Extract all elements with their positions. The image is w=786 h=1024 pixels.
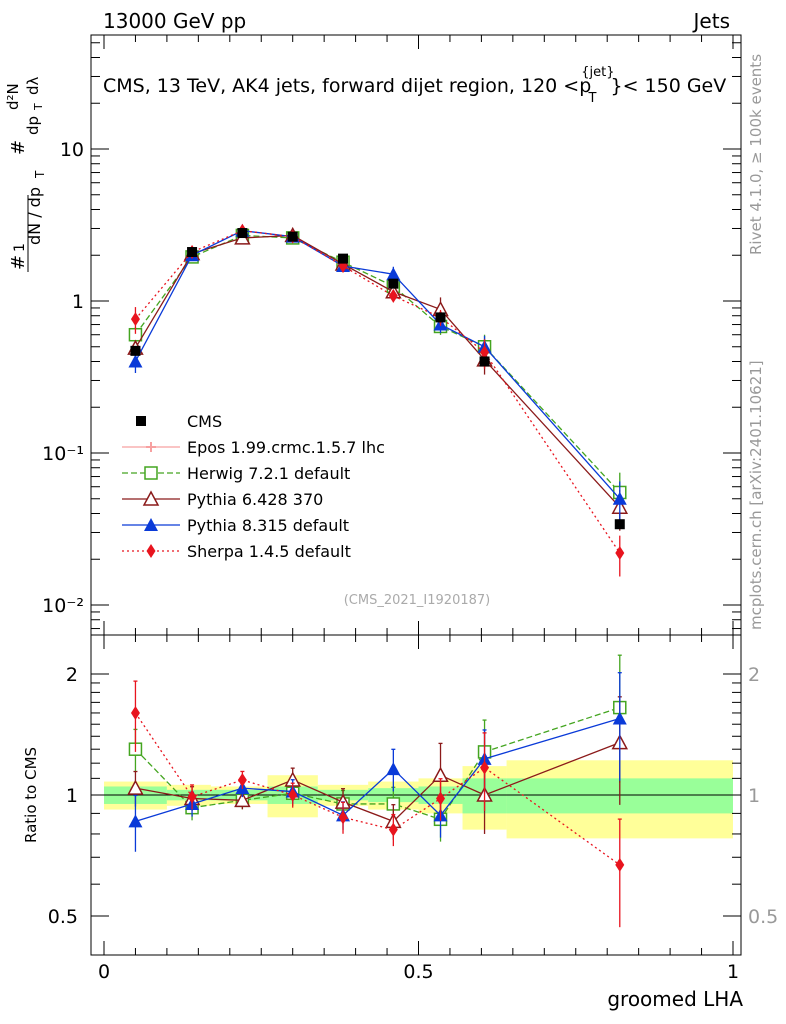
ratio-point-sherpa-4 (130, 705, 140, 720)
point-cms (338, 253, 349, 264)
point-sherpa-4 (130, 312, 140, 327)
ratio-point-sherpa-4 (436, 791, 446, 806)
ratio-point-sherpa-4 (237, 772, 247, 787)
header-left: 13000 GeV pp (103, 9, 246, 33)
svg-text:#: # (8, 140, 29, 155)
x-tick-label: 1 (727, 961, 739, 983)
svg-text:T: T (33, 170, 47, 179)
x-tick-label: 0.5 (403, 961, 433, 983)
ratio-point-sherpa-4 (288, 788, 298, 802)
analysis-watermark: (CMS_2021_I1920187) (344, 593, 491, 608)
point-cms (237, 228, 248, 239)
point-cms (187, 247, 198, 258)
series-ratio-panel (127, 654, 629, 928)
series-line-pythia-3 (134, 230, 621, 500)
legend-label: Epos 1.99.crmc.1.5.7 lhc (187, 438, 385, 457)
svg-text:dN / dp: dN / dp (25, 187, 44, 245)
point-cms (130, 345, 141, 356)
legend-swatch-marker (146, 442, 156, 452)
y-tick-label: 1 (72, 291, 84, 313)
point-pythia-3 (386, 267, 401, 281)
legend-swatch-marker (136, 416, 146, 426)
ratio-point-pythia-2 (234, 791, 251, 808)
mcplots-label: mcplots.cern.ch [arXiv:2401.10621] (747, 360, 765, 630)
point-sherpa-4 (388, 288, 398, 303)
chart-title: CMS, 13 TeV, AK4 jets, forward dijet reg… (103, 65, 726, 106)
svg-text:d²N: d²N (4, 83, 22, 110)
ratio-point-sherpa-4 (338, 810, 348, 825)
point-cms (435, 312, 446, 323)
svg-text:#: # (8, 255, 29, 270)
ratio-point-sherpa-4 (187, 789, 197, 804)
ratio-y-tick-label: 2 (66, 664, 78, 686)
point-sherpa-4 (480, 345, 490, 360)
point-sherpa-4 (615, 545, 625, 560)
point-pythia-3 (128, 354, 143, 368)
ratio-point-sherpa-4 (615, 857, 625, 872)
point-pythia-3 (612, 491, 627, 505)
point-cms (614, 519, 625, 530)
point-cms (479, 356, 490, 367)
y-tick-label: 10⁻¹ (42, 443, 84, 465)
svg-text:dp: dp (24, 116, 42, 135)
svg-text:dλ: dλ (24, 76, 42, 95)
ratio-point-pythia-2 (127, 779, 144, 795)
ratio-y-tick-label: 1 (66, 785, 78, 807)
rivet-label: Rivet 4.1.0, ≥ 100k events (747, 54, 765, 255)
legend-label: Sherpa 1.4.5 default (187, 542, 351, 561)
y-tick-label: 10⁻² (42, 595, 84, 617)
legend-swatch-marker (144, 518, 158, 531)
svg-text:1: 1 (12, 243, 28, 252)
legend-swatch-marker (144, 466, 158, 480)
legend-label: Pythia 6.428 370 (187, 490, 323, 509)
y-axis-label-bottom: Ratio to CMS (22, 747, 40, 843)
y-axis-label-top: # 1 dN / dp T # d²N dp T dλ (4, 76, 47, 270)
legend: CMS Epos 1.99.crmc.1.5.7 lhc Herwig 7.2.1 … (122, 412, 385, 561)
series-main-panel (127, 223, 629, 577)
ratio-point-sherpa-4 (480, 760, 490, 775)
x-axis-label: groomed LHA (607, 987, 743, 1011)
legend-label: Pythia 8.315 default (187, 516, 349, 535)
ratio-point-sherpa-4 (388, 822, 398, 837)
legend-swatch-marker (146, 544, 156, 558)
y-tick-label: 10 (60, 139, 84, 161)
ratio-point-pythia-3 (386, 762, 401, 776)
svg-text:T: T (32, 103, 45, 111)
legend-swatch-marker (142, 490, 160, 506)
point-cms (388, 278, 399, 289)
axis-ticks: 0 0.5 1 10⁻² 10⁻¹ 1 10 0.5 0.5 1 1 2 2 (42, 35, 778, 983)
legend-label: Herwig 7.2.1 default (187, 464, 350, 483)
point-cms (287, 231, 298, 242)
legend-label: CMS (187, 412, 222, 431)
ratio-y-tick-label-right: 2 (748, 664, 760, 686)
ratio-point-pythia-3 (612, 711, 627, 725)
ratio-y-tick-label-right: 0.5 (748, 906, 778, 928)
ratio-y-tick-label: 0.5 (48, 906, 78, 928)
ratio-point-pythia-3 (128, 814, 143, 828)
header-right: Jets (692, 9, 730, 33)
ratio-y-tick-label-right: 1 (748, 785, 760, 807)
x-tick-label: 0 (98, 961, 110, 983)
